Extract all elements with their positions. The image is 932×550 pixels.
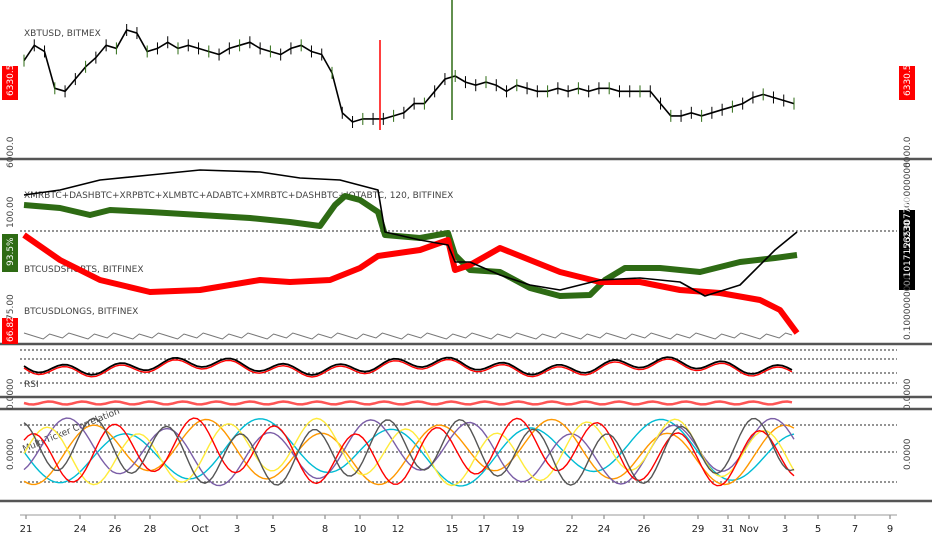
rsi-signal [23, 358, 793, 378]
x-tick-label: 17 [478, 524, 491, 535]
svg-text:66.82: 66.82 [6, 316, 16, 342]
rsi-series [23, 356, 793, 406]
correlation-line [23, 418, 795, 487]
pane3-title: RSI [24, 380, 39, 390]
x-tick-label: 10 [354, 524, 367, 535]
x-tick-label: 26 [109, 524, 122, 535]
x-axis: 21 24 26 28 Oct 3 5 8 10 12 15 17 19 22 24 26 29 31 Nov 3 5 7… [20, 514, 897, 535]
x-tick-label: 24 [598, 524, 611, 535]
svg-text:93.5%: 93.5% [6, 237, 16, 266]
shorts-band [23, 193, 798, 299]
x-tick-label: 5 [815, 524, 821, 535]
svg-text:100.00: 100.00 [6, 196, 16, 228]
x-tick-label: 9 [887, 524, 893, 535]
correlation-line [23, 418, 795, 486]
longs-band [22, 232, 800, 335]
correlation-line [23, 417, 795, 486]
svg-text:0.1400000000: 0.1400000000 [903, 162, 913, 228]
price-line [23, 29, 795, 123]
x-tick-label: 3 [234, 524, 240, 535]
svg-text:6330.5: 6330.5 [903, 65, 913, 97]
x-tick-label: Oct [191, 524, 208, 535]
series-longs-label: BTCUSDLONGS, BITFINEX [24, 307, 138, 317]
pane1-title: XBTUSD, BITMEX [24, 29, 101, 39]
x-tick-label: 3 [782, 524, 788, 535]
x-tick-label: Nov [739, 524, 759, 535]
x-tick-label: 12 [392, 524, 405, 535]
price-tag-right [899, 66, 915, 100]
rsi-line [23, 356, 793, 376]
basket2-tag-right [899, 250, 915, 290]
correlation-series [23, 417, 795, 487]
svg-text:0.1017156230: 0.1017156230 [903, 220, 913, 286]
price-series [23, 0, 795, 130]
rsi-band [23, 400, 793, 406]
x-tick-label: 21 [20, 524, 33, 535]
svg-text:6330.5: 6330.5 [6, 65, 16, 97]
shorts-tag-left [2, 234, 18, 272]
x-tick-label: 8 [322, 524, 328, 535]
x-tick-label: 24 [74, 524, 87, 535]
x-tick-label: 28 [144, 524, 157, 535]
svg-text:0.0000: 0.0000 [903, 438, 913, 470]
x-tick-label: 19 [512, 524, 525, 535]
svg-text:0.1000000000: 0.1000000000 [903, 274, 913, 340]
x-tick-label: 7 [852, 524, 858, 535]
longs-tag-left [2, 318, 18, 344]
x-tick-label: 5 [270, 524, 276, 535]
basket-series [22, 169, 800, 340]
pane-separators [0, 157, 932, 503]
x-tick-label: 15 [446, 524, 459, 535]
svg-text:75.00: 75.00 [6, 294, 16, 320]
svg-text:0.1235307720: 0.1235307720 [903, 196, 913, 262]
svg-text:6000.0: 6000.0 [903, 136, 913, 168]
svg-text:0.0000: 0.0000 [903, 378, 913, 410]
svg-text:0.0000: 0.0000 [6, 378, 16, 410]
correlation-line [23, 417, 795, 487]
volume-noise [23, 332, 793, 340]
basket-line [23, 169, 798, 297]
price-tag-left [2, 66, 18, 100]
svg-text:0.0000: 0.0000 [6, 438, 16, 470]
x-tick-label: 26 [638, 524, 651, 535]
x-tick-label: 29 [692, 524, 705, 535]
x-tick-label: 22 [566, 524, 579, 535]
svg-text:6000.0: 6000.0 [6, 136, 16, 168]
x-tick-label: 31 [722, 524, 735, 535]
correlation-line [23, 417, 795, 487]
left-scale: 6330.5 6000.0 100.00 93.5% 75.00 66.82 0… [2, 65, 18, 470]
pane2-title: XMRBTC+DASHBTC+XRPBTC+XLMBTC+ADABTC+XMRB… [24, 191, 453, 201]
right-scale: 6330.5 6000.0 0.1400000000 0.1235307720 … [899, 65, 915, 470]
correlation-line [23, 417, 795, 487]
